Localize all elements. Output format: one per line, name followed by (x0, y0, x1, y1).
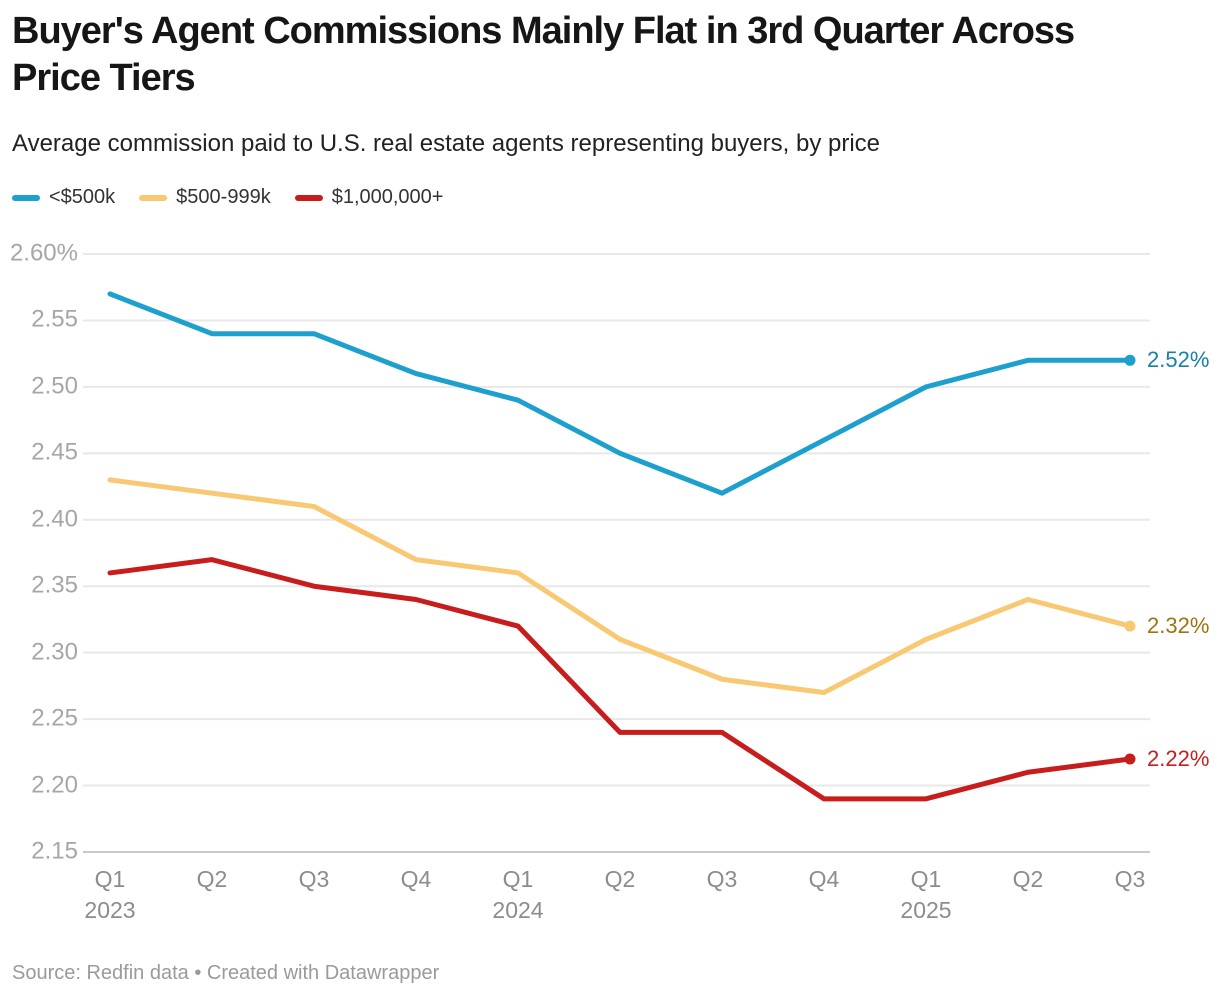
x-axis-tick-label: Q3 (298, 866, 330, 892)
x-axis-tick-label: Q1 (910, 866, 942, 892)
y-axis-tick-label: 2.50 (31, 372, 78, 400)
x-axis-year-label: 2025 (900, 897, 952, 923)
source-attribution: Source: Redfin data • Created with Dataw… (12, 962, 440, 984)
y-axis-tick-label: 2.55 (31, 305, 78, 333)
series-end-value-label: 2.52% (1147, 347, 1210, 373)
legend-swatch-icon (294, 194, 323, 201)
x-axis-tick-label: Q1 (502, 866, 534, 892)
legend-label: <$500k (49, 186, 116, 208)
series-end-dot (1124, 753, 1136, 765)
y-axis-tick-label: 2.20 (31, 770, 78, 798)
x-axis-tick-label: Q4 (400, 866, 432, 892)
series-line (107, 557, 1133, 802)
y-axis-tick-label: 2.45 (31, 438, 78, 466)
y-axis-tick-label: 2.35 (31, 571, 78, 599)
legend-label: $1,000,000+ (331, 186, 444, 208)
legend-swatch-icon (12, 194, 40, 201)
legend-item-1m-plus: $1,000,000+ (294, 186, 444, 209)
series-end-value-label: 2.22% (1147, 745, 1210, 771)
chart-subtitle: Average commission paid to U.S. real est… (12, 130, 881, 157)
series-line (107, 477, 1133, 696)
series-line (107, 291, 1133, 496)
legend-item-under-500k: <$500k (12, 186, 115, 209)
chart-title: Buyer's Agent Commissions Mainly Flat in… (12, 10, 1075, 99)
y-axis-tick-label: 2.40 (31, 505, 78, 533)
x-axis-tick-label: Q3 (1114, 866, 1146, 892)
x-axis-tick-label: Q2 (1012, 866, 1044, 892)
legend: <$500k $500-999k $1,000,000+ (12, 186, 443, 209)
series-end-dot (1124, 354, 1136, 366)
x-axis-tick-label: Q4 (808, 866, 840, 892)
series-end-value-label: 2.32% (1147, 613, 1210, 639)
y-axis-tick-label: 2.30 (31, 638, 78, 666)
legend-label: $500-999k (176, 186, 271, 208)
x-axis-year-label: 2023 (84, 897, 136, 923)
x-axis-tick-label: Q3 (706, 866, 738, 892)
x-axis-year-label: 2024 (492, 897, 544, 923)
x-axis-tick-label: Q2 (604, 866, 636, 892)
series-end-dot (1124, 620, 1136, 632)
y-axis-tick-label: 2.25 (31, 704, 78, 732)
y-axis-tick-label: 2.60% (9, 239, 78, 267)
x-axis-tick-label: Q1 (94, 866, 126, 892)
legend-item-500-999k: $500-999k (139, 186, 271, 209)
x-axis-tick-label: Q2 (196, 866, 228, 892)
legend-swatch-icon (139, 194, 168, 201)
y-axis-tick-label: 2.15 (31, 837, 78, 865)
